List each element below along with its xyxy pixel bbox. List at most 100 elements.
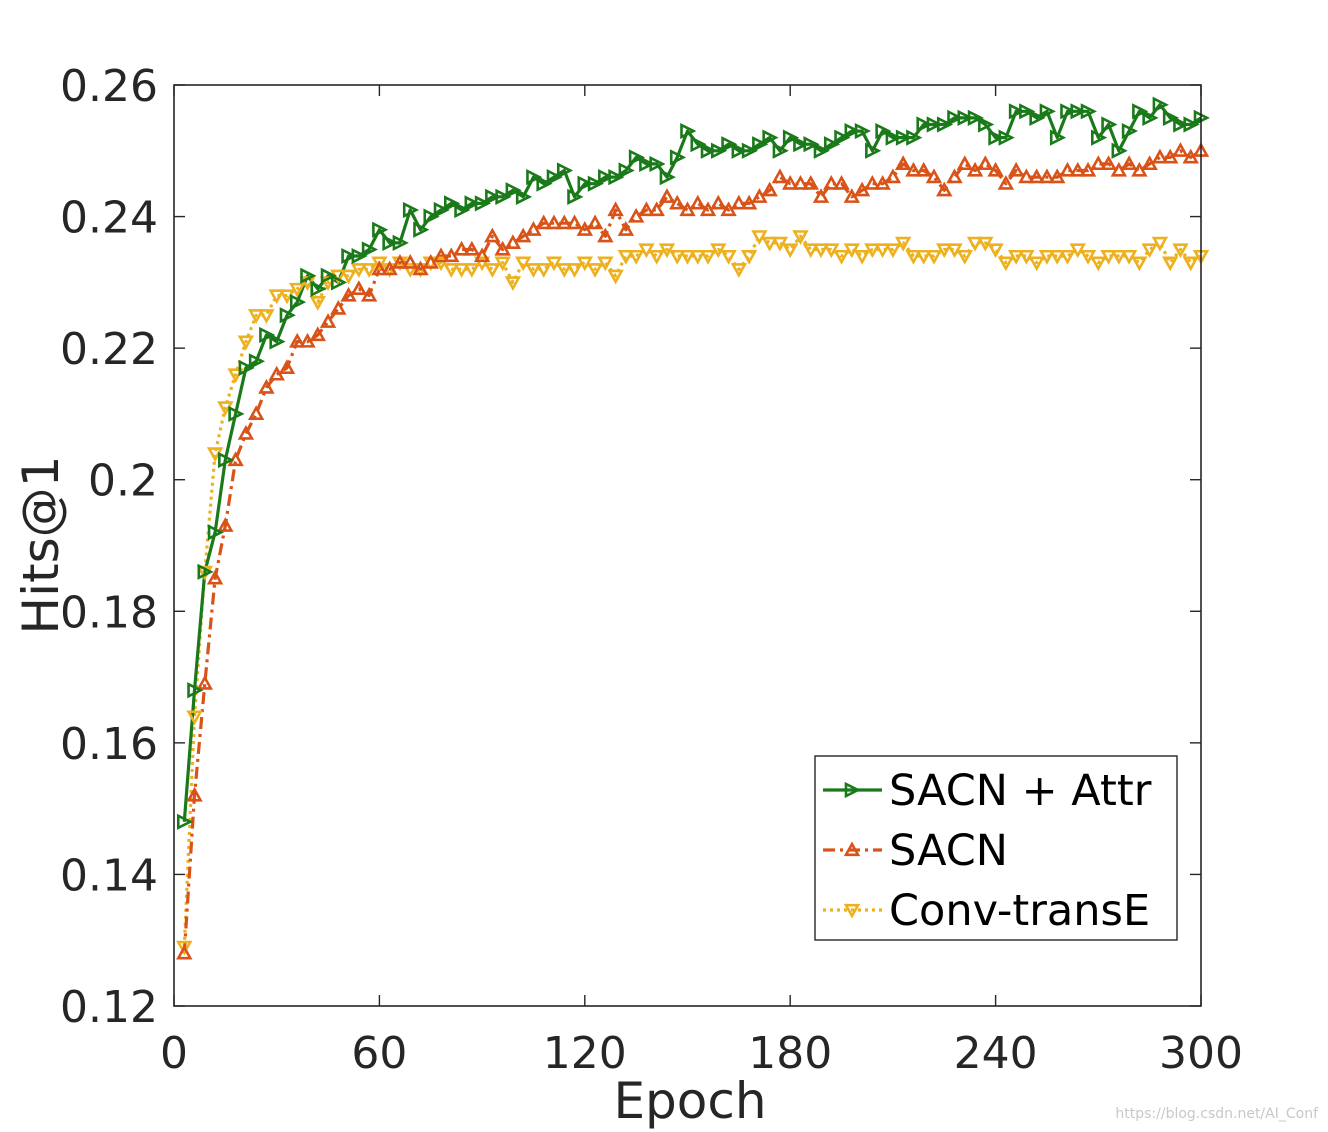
data-point bbox=[689, 249, 706, 265]
data-point bbox=[987, 161, 1004, 177]
data-point bbox=[196, 674, 214, 690]
data-point bbox=[391, 253, 409, 269]
data-point bbox=[741, 142, 759, 159]
data-point bbox=[617, 221, 635, 236]
data-point bbox=[1038, 249, 1056, 265]
data-point bbox=[360, 263, 378, 278]
data-point bbox=[1161, 256, 1179, 272]
data-point bbox=[752, 136, 769, 153]
data-point bbox=[648, 249, 665, 265]
y-tick-label: 0.24 bbox=[60, 193, 158, 244]
data-point bbox=[310, 280, 327, 298]
data-point bbox=[772, 142, 789, 159]
data-point bbox=[638, 201, 655, 217]
data-point bbox=[1110, 249, 1128, 265]
data-point bbox=[1018, 168, 1035, 184]
data-point bbox=[905, 161, 922, 177]
data-point bbox=[567, 188, 584, 205]
data-point bbox=[618, 162, 635, 179]
data-point bbox=[176, 944, 193, 960]
data-point bbox=[228, 405, 245, 423]
data-point bbox=[473, 247, 491, 263]
data-point bbox=[1162, 109, 1180, 126]
data-point bbox=[946, 168, 963, 184]
data-point bbox=[639, 155, 656, 173]
data-point bbox=[1070, 103, 1087, 120]
data-point bbox=[464, 195, 481, 212]
data-point bbox=[247, 309, 265, 324]
y-tick-label: 0.12 bbox=[60, 982, 158, 1033]
data-point bbox=[699, 249, 717, 265]
data-point bbox=[372, 221, 389, 238]
data-point bbox=[782, 129, 800, 146]
data-point bbox=[454, 201, 471, 219]
data-point bbox=[176, 940, 193, 956]
data-point bbox=[382, 234, 399, 251]
data-point bbox=[197, 563, 214, 580]
data-point bbox=[947, 109, 964, 126]
data-point bbox=[884, 243, 902, 259]
data-point bbox=[258, 378, 275, 394]
plot-frame bbox=[173, 84, 1202, 1007]
data-point bbox=[300, 267, 317, 284]
data-point bbox=[278, 359, 296, 374]
data-point bbox=[1101, 116, 1118, 133]
data-point bbox=[793, 136, 810, 153]
data-point bbox=[1131, 256, 1148, 272]
data-point bbox=[823, 175, 840, 190]
legend: SACN + Attr SACN Conv-transE bbox=[814, 755, 1178, 941]
data-point bbox=[792, 175, 809, 190]
data-point bbox=[1172, 142, 1189, 157]
data-point bbox=[998, 129, 1015, 146]
data-point bbox=[536, 175, 553, 192]
legend-marker bbox=[844, 781, 861, 799]
data-point bbox=[1038, 168, 1056, 184]
y-tick-label: 0.16 bbox=[60, 719, 158, 770]
data-point bbox=[1028, 168, 1045, 184]
data-point bbox=[967, 109, 984, 126]
data-point bbox=[895, 129, 913, 146]
data-point bbox=[237, 424, 255, 440]
data-point bbox=[1090, 155, 1107, 171]
data-point bbox=[279, 307, 296, 324]
data-point bbox=[350, 263, 368, 278]
data-point bbox=[597, 227, 614, 243]
data-point bbox=[186, 786, 203, 802]
data-point bbox=[874, 243, 891, 259]
data-point bbox=[936, 243, 953, 259]
data-point bbox=[730, 194, 748, 210]
data-point bbox=[1060, 103, 1077, 120]
data-point bbox=[1049, 129, 1067, 146]
data-point bbox=[1029, 109, 1046, 126]
data-point bbox=[925, 249, 943, 265]
data-point bbox=[680, 122, 697, 140]
axis-tick-labels: 0 60 120 180 240 300 0.12 0.14 0.16 0.18 0.2 0.22 0.… bbox=[60, 61, 1243, 1079]
data-point bbox=[925, 168, 943, 184]
data-point bbox=[669, 249, 686, 265]
data-point bbox=[607, 269, 624, 285]
data-point bbox=[402, 253, 419, 269]
data-point bbox=[505, 182, 522, 199]
data-point bbox=[915, 249, 932, 265]
data-point bbox=[658, 188, 676, 203]
data-point bbox=[206, 569, 224, 585]
data-point bbox=[217, 517, 234, 532]
data-point bbox=[545, 214, 563, 230]
data-point bbox=[978, 116, 995, 133]
y-tick-label: 0.26 bbox=[60, 61, 158, 112]
data-point bbox=[350, 280, 368, 296]
data-point bbox=[331, 274, 348, 291]
data-point bbox=[781, 175, 799, 190]
data-point bbox=[309, 326, 326, 342]
data-point bbox=[504, 276, 522, 292]
data-point bbox=[813, 142, 830, 159]
data-point bbox=[484, 263, 501, 278]
data-point bbox=[844, 122, 861, 140]
data-point bbox=[1151, 236, 1169, 252]
data-point bbox=[587, 175, 604, 192]
data-point bbox=[238, 359, 255, 376]
y-tick-label: 0.22 bbox=[60, 324, 158, 375]
data-point bbox=[936, 181, 953, 197]
x-tick-label: 0 bbox=[160, 1028, 188, 1079]
